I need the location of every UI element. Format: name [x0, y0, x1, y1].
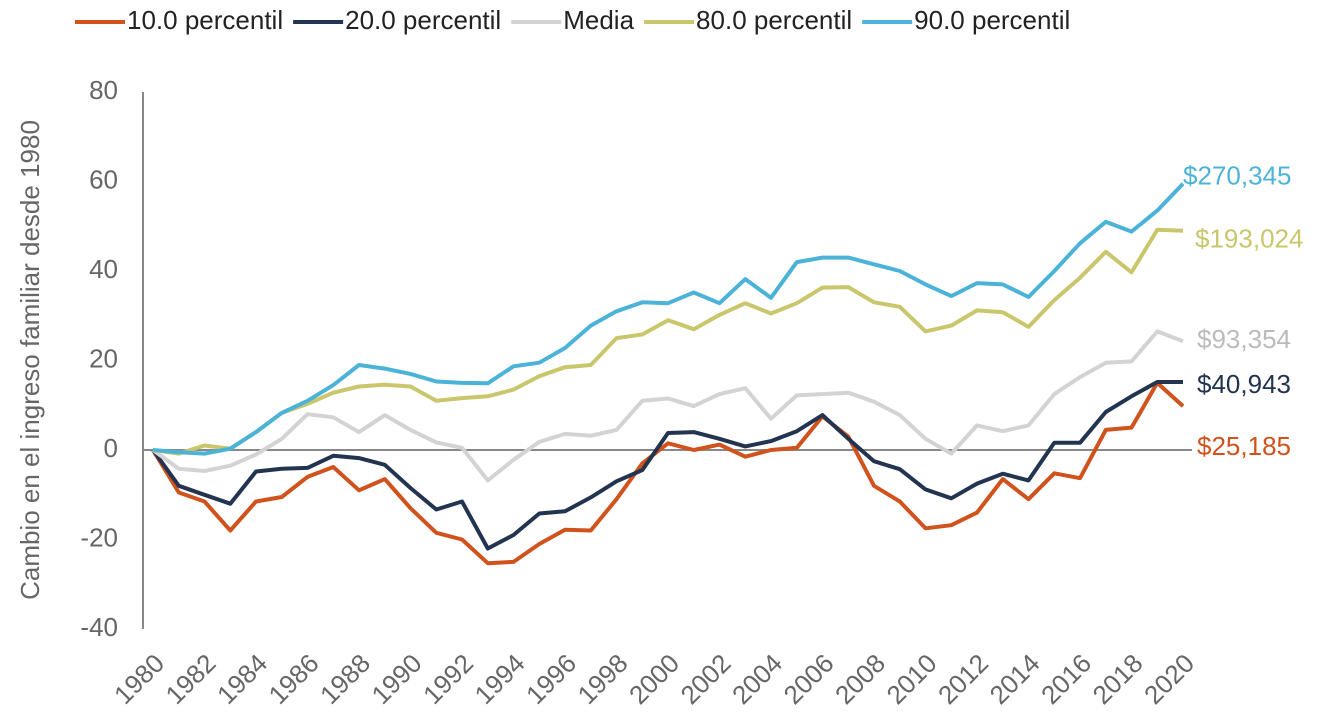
y-tick-label: 80	[89, 75, 118, 105]
legend-label: 90.0 percentil	[914, 5, 1070, 35]
x-tick-label: 2012	[932, 648, 994, 710]
y-tick-label: -20	[80, 522, 118, 552]
x-tick-label: 2014	[983, 648, 1045, 710]
y-tick-label: 20	[89, 343, 118, 373]
y-tick-label: -40	[80, 612, 118, 642]
y-axis-label: Cambio en el ingreso familiar desde 1980	[15, 120, 45, 600]
series-line	[151, 329, 1184, 483]
x-tick-label: 2002	[674, 648, 736, 710]
x-tick-label: 1990	[365, 648, 427, 710]
legend-label: 10.0 percentil	[127, 5, 283, 35]
end-label: $25,185	[1197, 431, 1291, 461]
x-tick-label: 2018	[1086, 648, 1148, 710]
x-tick-label: 2004	[726, 648, 788, 710]
x-tick-label: 2010	[880, 648, 942, 710]
x-tick-label: 2020	[1138, 648, 1200, 710]
x-tick-label: 2006	[777, 648, 839, 710]
series-line	[152, 182, 1185, 456]
end-label: $193,024	[1195, 224, 1303, 254]
x-tick-label: 1980	[108, 648, 170, 710]
series-line	[152, 227, 1184, 456]
series-line	[151, 380, 1185, 566]
y-tick-label: 0	[104, 433, 118, 463]
x-tick-label: 1988	[314, 648, 376, 710]
x-tick-label: 1986	[262, 648, 324, 710]
legend-label: 80.0 percentil	[696, 5, 852, 35]
x-tick-label: 2000	[623, 648, 685, 710]
x-tick-label: 1992	[417, 648, 479, 710]
x-tick-label: 1984	[211, 648, 273, 710]
end-label: $270,345	[1183, 161, 1291, 191]
x-tick-label: 1998	[571, 648, 633, 710]
legend-label: Media	[563, 5, 634, 35]
legend: 10.0 percentil 20.0 percentil Media 80.0 pe…	[75, 5, 1070, 35]
legend-label: 20.0 percentil	[345, 5, 501, 35]
x-tick-label: 1994	[468, 648, 530, 710]
end-label: $93,354	[1197, 324, 1291, 354]
series-line	[151, 380, 1183, 551]
y-tick-label: 60	[89, 164, 118, 194]
x-tick-label: 2008	[829, 648, 891, 710]
x-tick-label: 1982	[159, 648, 221, 710]
x-tick-label: 1996	[520, 648, 582, 710]
end-label: $40,943	[1197, 369, 1291, 399]
y-tick-label: 40	[89, 254, 118, 284]
x-tick-label: 2016	[1035, 648, 1097, 710]
